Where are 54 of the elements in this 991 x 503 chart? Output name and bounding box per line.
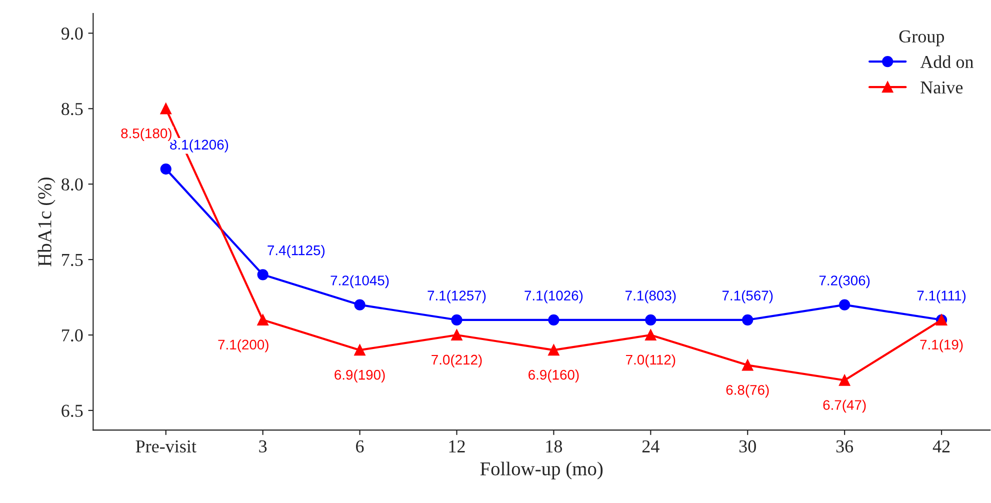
x-tick-label: 18	[546, 440, 562, 452]
point	[451, 314, 462, 326]
data-label: 7.0(212)	[432, 354, 482, 368]
data-label: 7.2(1045)	[330, 275, 389, 288]
data-label: 7.4(1125)	[268, 245, 325, 258]
y-tick-label: 8.5	[62, 102, 83, 116]
point	[645, 314, 656, 326]
x-tick-label: Pre-visit	[136, 440, 196, 452]
point	[742, 314, 754, 326]
point	[160, 163, 172, 175]
data-label: 7.1(111)	[917, 290, 966, 304]
point	[451, 329, 462, 341]
data-label: 8.1(1206)	[170, 139, 228, 152]
data-label: 7.2(306)	[819, 275, 870, 288]
point	[548, 314, 560, 326]
y-tick-label: 8.0	[62, 178, 83, 191]
x-tick-label: 3	[259, 440, 267, 452]
point	[257, 269, 268, 280]
point	[354, 344, 366, 356]
point	[354, 299, 366, 310]
x-tick-label: 24	[642, 440, 660, 452]
point	[257, 314, 268, 326]
data-label: 6.9(160)	[528, 370, 579, 382]
point	[548, 344, 560, 356]
data-label: 7.1(200)	[218, 339, 268, 352]
data-label: 6.8(76)	[726, 384, 769, 398]
data-label: 7.1(1026)	[524, 290, 583, 304]
data-label: 7.1(1257)	[428, 290, 486, 304]
y-tick-label: 7.0	[62, 329, 83, 342]
x-axis-title: Follow-up (mo)	[480, 462, 603, 480]
y-tick-label: 6.5	[62, 404, 83, 417]
data-label: 6.7(47)	[823, 400, 866, 413]
data-label: 7.0(112)	[626, 354, 676, 368]
point	[160, 103, 172, 114]
data-label: 7.1(803)	[626, 290, 676, 304]
x-tick-label: 6	[356, 440, 364, 452]
data-label: 7.1(19)	[920, 339, 963, 352]
point	[839, 374, 850, 386]
x-tick-label: 42	[932, 440, 950, 452]
x-tick-label: 30	[739, 440, 756, 452]
point	[839, 299, 850, 310]
point	[742, 360, 754, 371]
data-label: 8.5(180)	[121, 128, 172, 142]
legend-label: Naive	[920, 81, 963, 94]
y-tick-label: 9.0	[61, 27, 83, 40]
data-label: 7.1(567)	[722, 290, 773, 304]
point	[645, 329, 656, 341]
legend-title: Group	[899, 30, 944, 46]
y-axis-title: HbA1c (%)	[38, 178, 56, 266]
x-tick-label: 36	[836, 440, 854, 452]
legend-label: Add on	[920, 55, 974, 68]
data-label: 6.9(190)	[334, 370, 385, 382]
y-tick-label: 7.5	[62, 254, 83, 266]
x-tick-label: 12	[449, 440, 465, 452]
